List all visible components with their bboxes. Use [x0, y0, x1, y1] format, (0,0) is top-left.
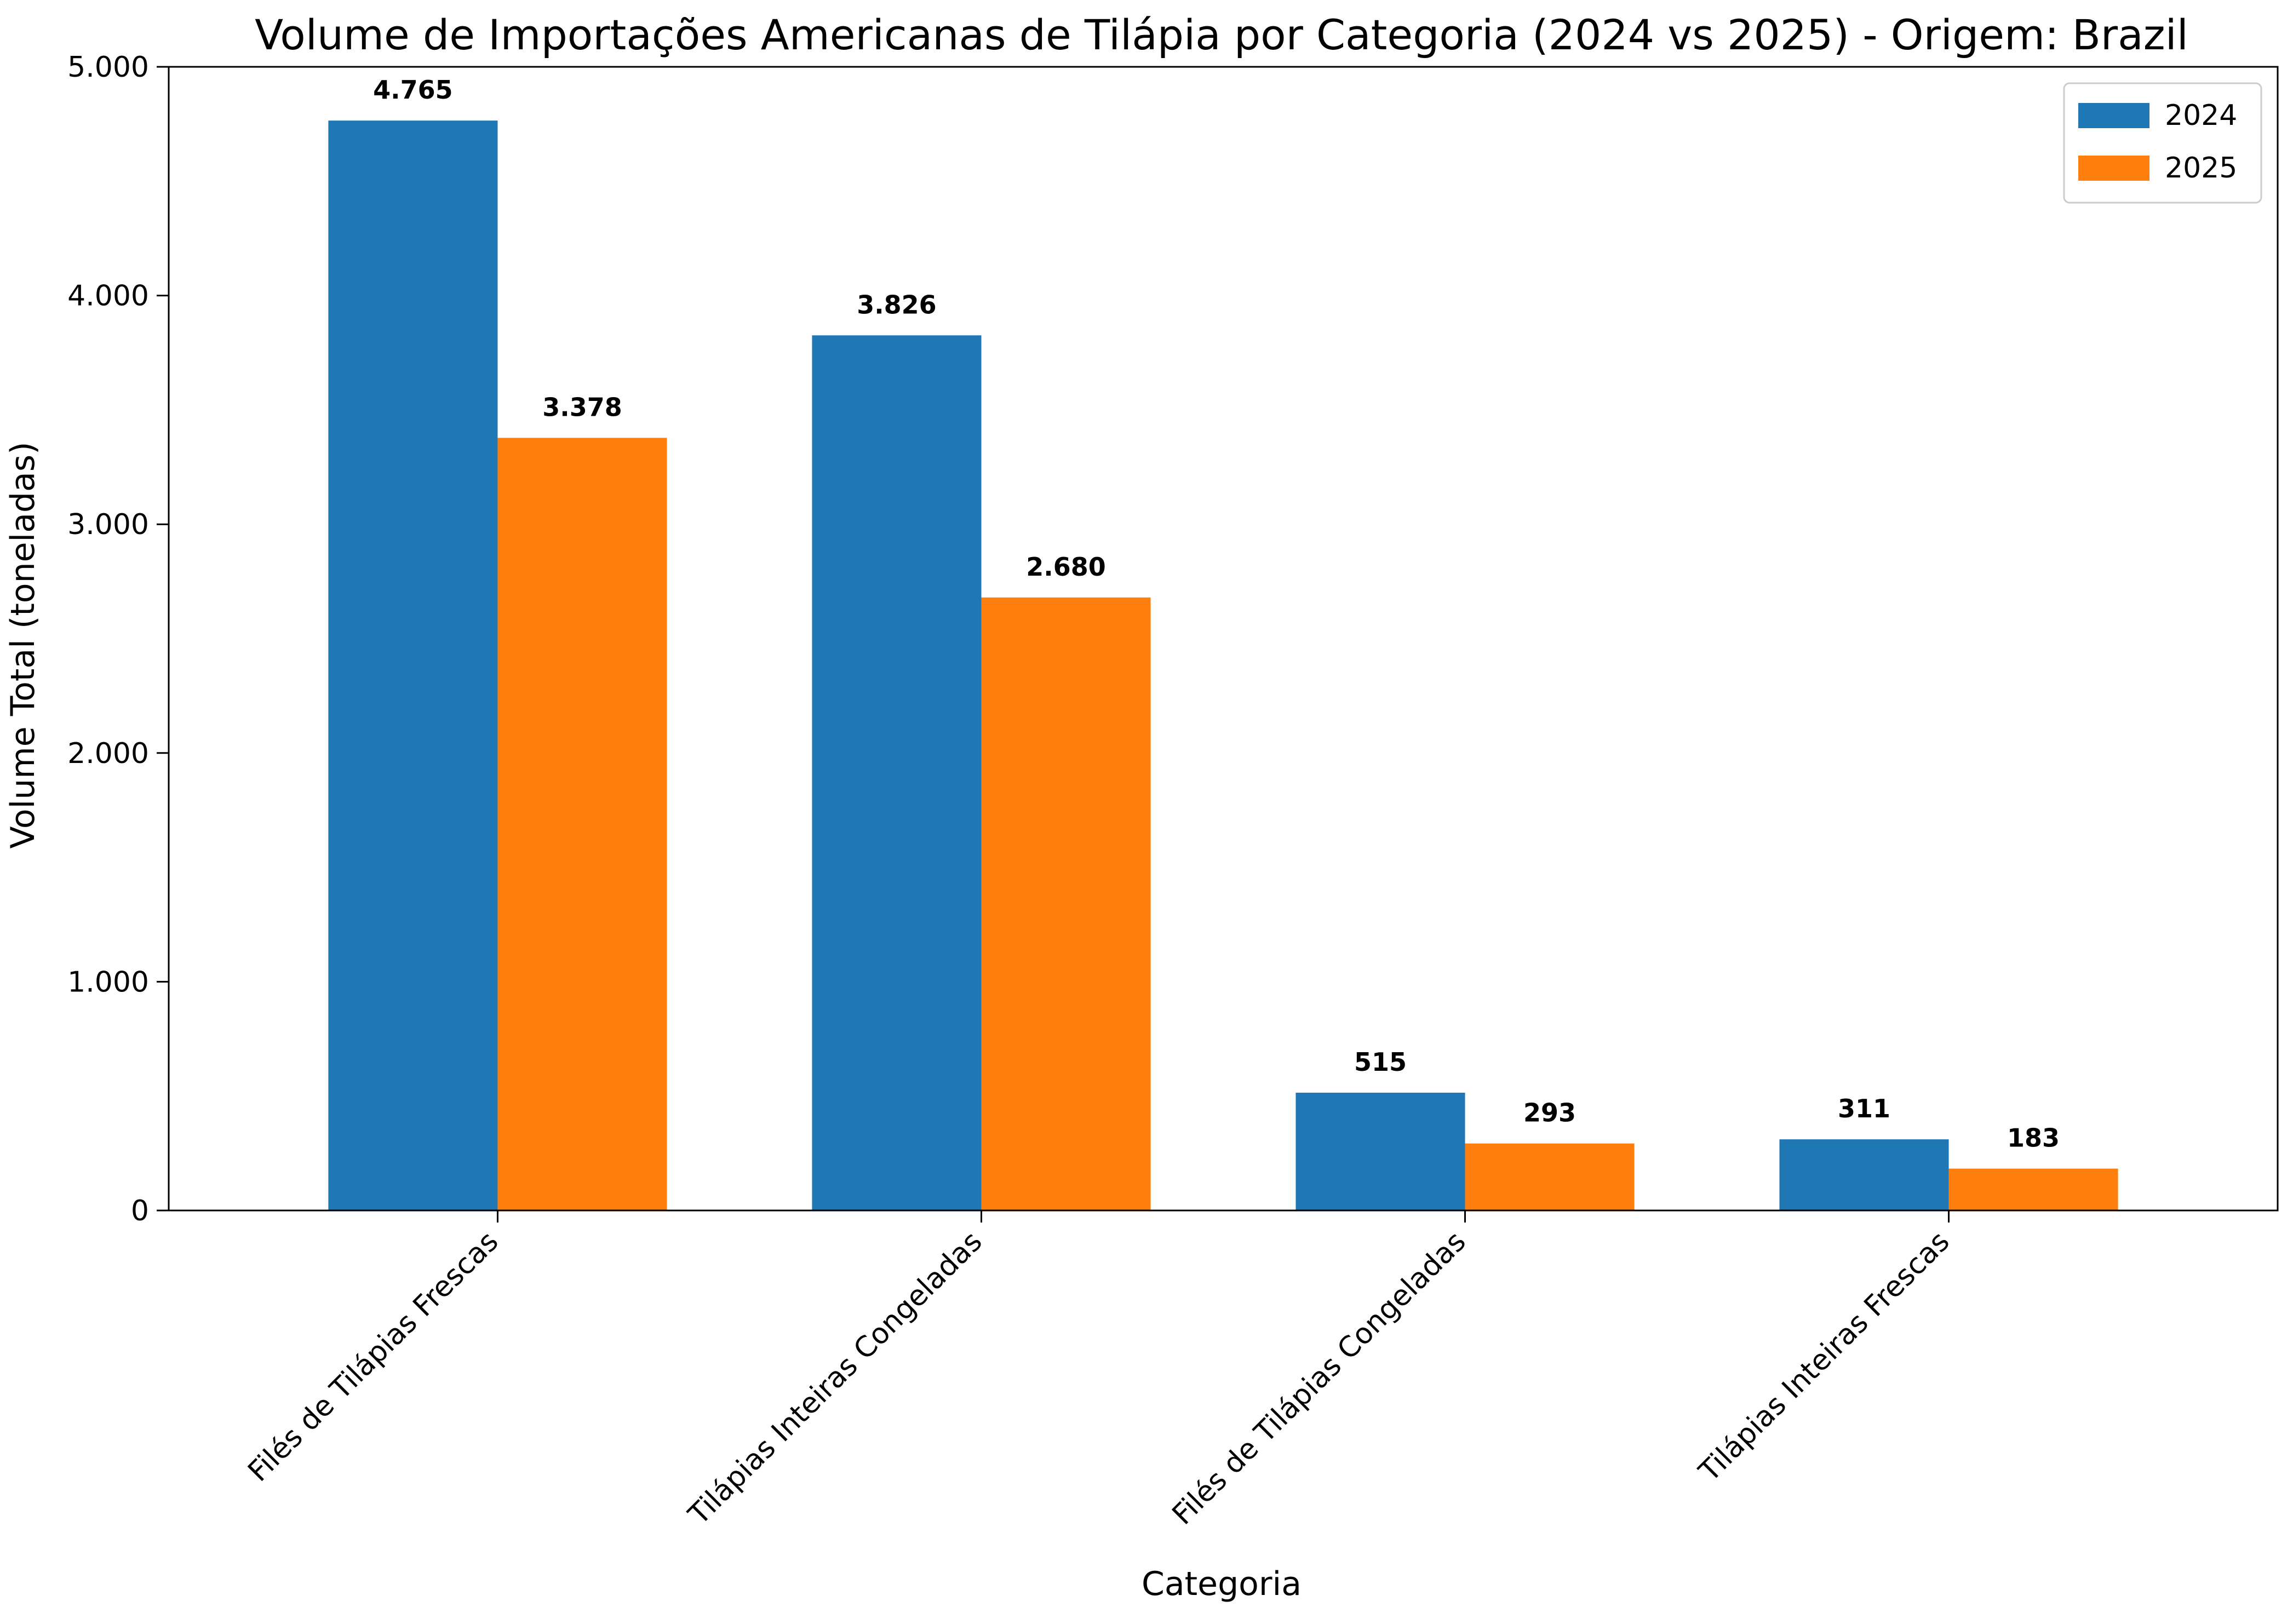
bar-2024-1	[328, 120, 498, 1211]
plot-frame	[168, 66, 2279, 1212]
data-label-2025-3: 293	[1523, 1098, 1576, 1128]
data-label-2024-3: 515	[1354, 1047, 1407, 1077]
legend: 2024 2025	[2063, 82, 2262, 204]
y-tick-label: 3.000	[67, 508, 149, 541]
bar-2024-3	[1295, 1092, 1465, 1210]
x-axis-label: Categoria	[1142, 1565, 1302, 1603]
bar-2025-2	[981, 597, 1151, 1210]
data-label-2024-1: 4.765	[373, 75, 453, 105]
legend-label-2024: 2024	[2165, 99, 2237, 132]
data-label-2025-1: 3.378	[542, 392, 622, 422]
y-tick-label: 4.000	[67, 280, 149, 313]
legend-swatch-2025	[2078, 156, 2149, 181]
legend-swatch-2024	[2078, 103, 2149, 128]
bar-2025-4	[1948, 1168, 2118, 1210]
bar-2025-1	[497, 438, 667, 1211]
bar-2024-2	[812, 335, 982, 1210]
data-label-2025-2: 2.680	[1026, 552, 1106, 582]
data-label-2024-4: 311	[1838, 1094, 1890, 1123]
data-label-2025-4: 183	[2007, 1123, 2060, 1153]
y-tick-label: 0	[131, 1195, 149, 1227]
bar-2025-3	[1465, 1143, 1635, 1210]
y-axis-label: Volume Total (toneladas)	[4, 442, 42, 849]
legend-label-2025: 2025	[2165, 152, 2237, 185]
data-label-2024-2: 3.826	[857, 290, 937, 319]
chart-title: Volume de Importações Americanas de Tilá…	[255, 10, 2188, 59]
bar-2024-4	[1779, 1139, 1949, 1210]
y-tick-label: 1.000	[67, 966, 149, 998]
y-tick-label: 2.000	[67, 737, 149, 770]
y-tick-label: 5.000	[67, 51, 149, 84]
